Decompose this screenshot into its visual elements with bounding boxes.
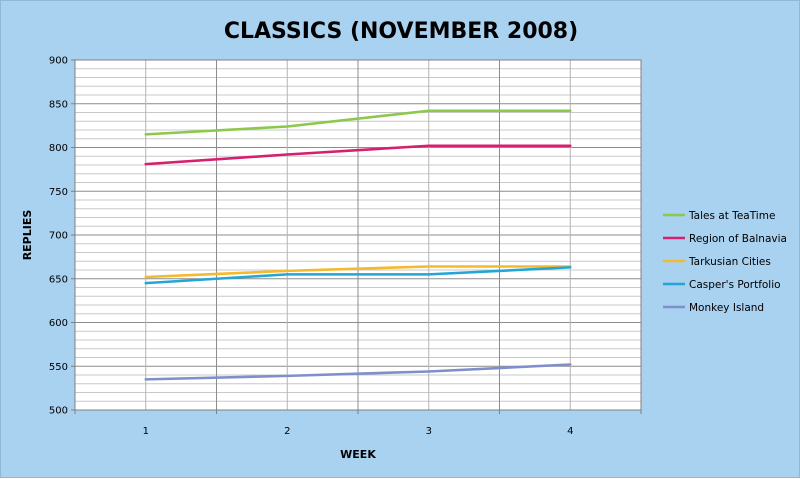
x-tick-label: 1	[143, 426, 149, 437]
y-tick-label: 550	[49, 362, 68, 373]
legend-label: Tarkusian Cities	[688, 256, 771, 268]
series-line	[144, 363, 572, 381]
y-tick-label: 800	[49, 143, 68, 154]
series-line	[144, 109, 572, 136]
x-axis-title: WEEK	[340, 448, 376, 461]
y-tick-label: 750	[49, 187, 68, 198]
y-tick-label: 650	[49, 274, 68, 285]
legend-label: Region of Balnavia	[689, 233, 787, 245]
series-line	[144, 144, 572, 166]
y-axis-title: REPLIES	[21, 210, 34, 261]
series-line	[144, 266, 572, 285]
x-tick-label: 2	[284, 426, 290, 437]
series-line	[144, 265, 572, 279]
series-lines	[144, 109, 572, 381]
y-tick-label: 500	[49, 406, 68, 417]
y-tick-label: 900	[49, 56, 68, 67]
gridlines	[75, 59, 641, 411]
y-tick-label: 600	[49, 318, 68, 329]
legend-label: Tales at TeaTime	[688, 210, 775, 222]
legend: Tales at TeaTime Region of Balnavia Tarkus…	[663, 210, 787, 314]
chart-title: CLASSICS (NOVEMBER 2008)	[224, 19, 578, 44]
y-tick-label: 700	[49, 231, 68, 242]
y-tick-label: 850	[49, 99, 68, 110]
legend-label: Monkey Island	[689, 302, 764, 314]
x-tick-label: 3	[426, 426, 432, 437]
legend-label: Casper's Portfolio	[689, 279, 781, 291]
axes: 500 550 600 650 700 750 800 850 900 1 2 3 4	[49, 56, 642, 437]
x-tick-label: 4	[567, 426, 573, 437]
